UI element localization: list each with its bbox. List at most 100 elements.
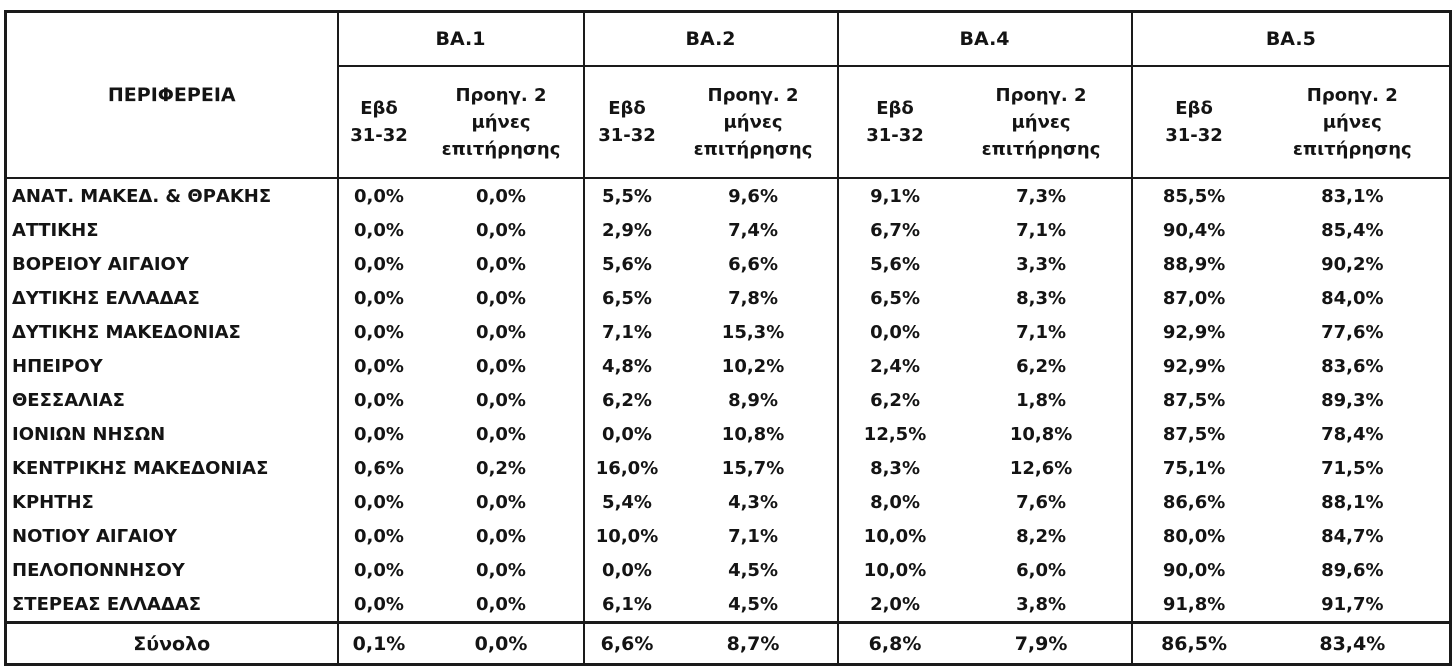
value-cell: 6,2%	[836, 383, 952, 417]
value-cell: 4,5%	[728, 559, 778, 581]
value-cell: 87,0%	[1130, 281, 1256, 315]
total-value-cell: 0,1%	[336, 621, 420, 665]
value-cell: 4,5%	[728, 593, 778, 615]
value-cell: 16,0%	[582, 451, 670, 485]
region-name-cell: ΗΠΕΙΡΟΥ	[12, 355, 103, 377]
sub-header-line: επιτήρησης	[441, 138, 561, 160]
sub-header-week-ba4: Εβδ 31-32	[836, 66, 952, 179]
region-name-cell: ΠΕΛΟΠΟΝΝΗΣΟΥ	[12, 559, 185, 581]
value-cell: 8,3%	[1016, 287, 1066, 309]
region-name-cell: ΔΥΤΙΚΗΣ ΜΑΚΕΔΟΝΙΑΣ	[12, 321, 241, 343]
value-cell: 0,0%	[336, 485, 420, 519]
value-cell: 7,4%	[728, 219, 778, 241]
value-cell: 6,5%	[582, 281, 670, 315]
value-cell: 7,3%	[1016, 185, 1066, 207]
value-cell: 83,6%	[1321, 355, 1384, 377]
value-cell: 8,3%	[836, 451, 952, 485]
value-cell: 0,0%	[336, 553, 420, 587]
group-header-ba1: BA.1	[336, 11, 584, 67]
value-cell: 5,4%	[582, 485, 670, 519]
group-header-row: ΠΕΡΙΦΕΡΕΙΑ BA.1 BA.2 BA.4 BA.5	[5, 11, 1451, 179]
value-cell: 1,8%	[1016, 389, 1066, 411]
value-cell: 9,1%	[836, 178, 952, 213]
value-cell: 10,8%	[721, 423, 785, 445]
value-cell: 2,4%	[836, 349, 952, 383]
value-cell: 0,0%	[476, 525, 526, 547]
variant-table-container: ΠΕΡΙΦΕΡΕΙΑ BA.1 BA.2 BA.4 BA.5 Εβδ 31-32 Π…	[4, 10, 1453, 666]
sub-header-prev-months-ba1: Προηγ. 2 μήνες επιτήρησης	[419, 66, 584, 179]
value-cell: 8,9%	[728, 389, 778, 411]
value-cell: 8,2%	[1016, 525, 1066, 547]
sub-header-row: Εβδ 31-32 Προηγ. 2 μήνες επιτήρησης Εβδ 31-32 Π…	[6, 66, 1451, 179]
sub-header-line: Προηγ. 2	[455, 84, 547, 106]
value-cell: 0,2%	[476, 457, 526, 479]
table-row: ΙΟΝΙΩΝ ΝΗΣΩΝ 0,0% 0,0% 0,0% 10,8% 12,5% 10,8% 8…	[6, 417, 1451, 451]
region-column-header: ΠΕΡΙΦΕΡΕΙΑ	[5, 11, 338, 179]
total-label-cell: Σύνολο	[5, 621, 338, 665]
value-cell: 6,5%	[836, 281, 952, 315]
value-cell: 0,0%	[336, 349, 420, 383]
value-cell: 88,1%	[1321, 491, 1384, 513]
value-cell: 2,0%	[836, 587, 952, 623]
sub-header-line: Προηγ. 2	[1306, 84, 1398, 106]
value-cell: 7,1%	[1016, 321, 1066, 343]
value-cell: 5,6%	[836, 247, 952, 281]
value-cell: 91,8%	[1130, 587, 1256, 623]
value-cell: 3,8%	[1016, 593, 1066, 615]
region-name-cell: ΣΤΕΡΕΑΣ ΕΛΛΑΔΑΣ	[12, 593, 202, 615]
sub-header-line: Προηγ. 2	[707, 84, 799, 106]
value-cell: 12,5%	[836, 417, 952, 451]
value-cell: 0,0%	[336, 315, 420, 349]
table-row: ΘΕΣΣΑΛΙΑΣ 0,0% 0,0% 6,2% 8,9% 6,2% 1,8% 87,5% 89…	[6, 383, 1451, 417]
table-row: ΚΡΗΤΗΣ 0,0% 0,0% 5,4% 4,3% 8,0% 7,6% 86,6% 88,1%	[6, 485, 1451, 519]
sub-header-week-ba5: Εβδ 31-32	[1130, 66, 1256, 179]
value-cell: 83,1%	[1321, 185, 1384, 207]
value-cell: 85,5%	[1130, 178, 1256, 213]
value-cell: 8,0%	[836, 485, 952, 519]
value-cell: 85,4%	[1321, 219, 1384, 241]
region-name-cell: ΙΟΝΙΩΝ ΝΗΣΩΝ	[12, 423, 166, 445]
value-cell: 0,0%	[336, 213, 420, 247]
sub-header-line: επιτήρησης	[693, 138, 813, 160]
value-cell: 0,0%	[336, 383, 420, 417]
total-value-cell: 86,5%	[1130, 621, 1256, 665]
sub-header-line: Εβδ	[1175, 98, 1213, 119]
value-cell: 0,0%	[582, 553, 670, 587]
value-cell: 75,1%	[1130, 451, 1256, 485]
table-body: ΑΝΑΤ. ΜΑΚΕΔ. & ΘΡΑΚΗΣ 0,0% 0,0% 5,5% 9,6% 9,1…	[6, 178, 1451, 623]
value-cell: 71,5%	[1321, 457, 1384, 479]
group-header-ba5: BA.5	[1130, 11, 1451, 67]
sub-header-week-ba1: Εβδ 31-32	[336, 66, 420, 179]
value-cell: 0,0%	[476, 321, 526, 343]
value-cell: 0,0%	[336, 519, 420, 553]
region-name-cell: ΚΡΗΤΗΣ	[12, 491, 94, 513]
value-cell: 80,0%	[1130, 519, 1256, 553]
region-name-cell: ΝΟΤΙΟΥ ΑΙΓΑΙΟΥ	[12, 525, 178, 547]
value-cell: 91,7%	[1321, 593, 1384, 615]
value-cell: 10,0%	[582, 519, 670, 553]
value-cell: 0,0%	[476, 389, 526, 411]
sub-header-line: Εβδ	[876, 98, 914, 119]
value-cell: 7,6%	[1016, 491, 1066, 513]
sub-header-line: 31-32	[350, 125, 408, 146]
total-value-cell: 0,0%	[419, 621, 584, 665]
value-cell: 90,0%	[1130, 553, 1256, 587]
value-cell: 5,6%	[582, 247, 670, 281]
value-cell: 6,0%	[1016, 559, 1066, 581]
sub-header-line: 31-32	[1165, 125, 1223, 146]
value-cell: 0,0%	[476, 185, 526, 207]
value-cell: 88,9%	[1130, 247, 1256, 281]
value-cell: 15,3%	[721, 321, 785, 343]
sub-header-week-ba2: Εβδ 31-32	[582, 66, 670, 179]
value-cell: 92,9%	[1130, 349, 1256, 383]
value-cell: 6,2%	[1016, 355, 1066, 377]
table-row: ΚΕΝΤΡΙΚΗΣ ΜΑΚΕΔΟΝΙΑΣ 0,6% 0,2% 16,0% 15,7% 8,…	[6, 451, 1451, 485]
value-cell: 0,0%	[336, 417, 420, 451]
value-cell: 0,0%	[476, 593, 526, 615]
table-row: ΗΠΕΙΡΟΥ 0,0% 0,0% 4,8% 10,2% 2,4% 6,2% 92,9% 83,…	[6, 349, 1451, 383]
sub-header-prev-months-ba5: Προηγ. 2 μήνες επιτήρησης	[1255, 66, 1451, 179]
sub-header-line: 31-32	[866, 125, 924, 146]
value-cell: 0,0%	[476, 219, 526, 241]
value-cell: 15,7%	[721, 457, 785, 479]
sub-header-line: Προηγ. 2	[995, 84, 1087, 106]
